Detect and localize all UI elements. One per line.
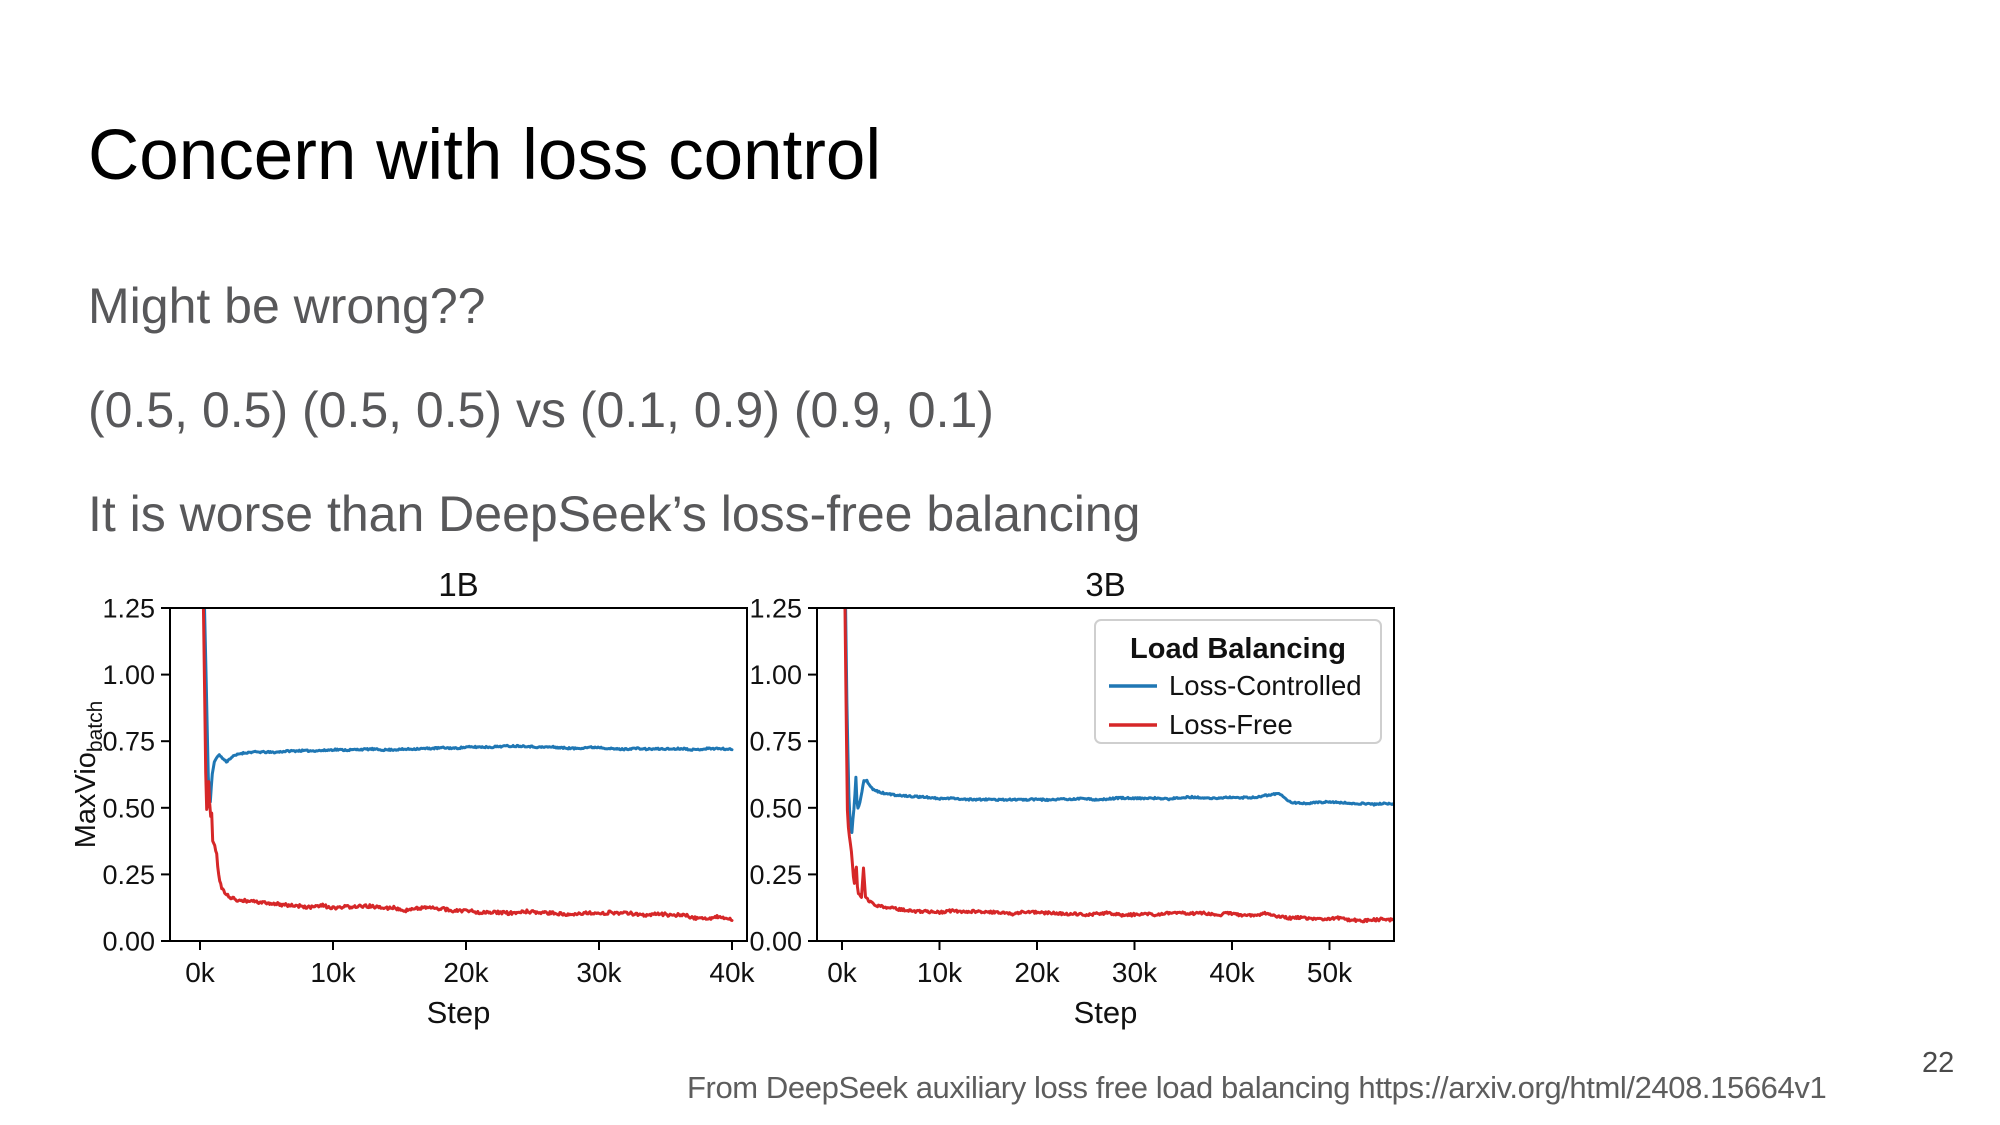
legend-box	[1094, 619, 1382, 744]
x-axis-label: Step	[1074, 995, 1138, 1030]
x-tick-label: 50k	[1307, 957, 1353, 988]
source-caption: From DeepSeek auxiliary loss free load b…	[687, 1070, 1827, 1105]
y-tick-label: 1.00	[102, 660, 155, 690]
y-tick-label: 0.50	[102, 793, 155, 823]
legend: Load Balancing Loss-Controlled Loss-Free	[1094, 619, 1382, 744]
x-tick-label: 40k	[1209, 957, 1255, 988]
y-tick-label: 0.00	[102, 927, 155, 957]
loss-controlled-line	[203, 608, 734, 804]
loss-controlled-line	[844, 608, 1394, 834]
chart-3b: 0.00 0.25 0.50 0.75 1.00 1.25 0k 10k 20k 30k 40k 50…	[749, 566, 1395, 1030]
body-line-2: (0.5, 0.5) (0.5, 0.5) vs (0.1, 0.9) (0.9…	[88, 382, 994, 438]
y-tick-label: 0.00	[749, 927, 802, 957]
x-tick-label: 30k	[576, 957, 622, 988]
page-title: Concern with loss control	[88, 116, 882, 195]
x-tick-label: 10k	[917, 957, 963, 988]
x-tick-label: 0k	[185, 957, 216, 988]
body-line-1: Might be wrong??	[88, 278, 486, 334]
x-tick-label: 40k	[709, 957, 755, 988]
page-number: 22	[1922, 1047, 1955, 1079]
y-tick-label: 1.25	[749, 594, 802, 624]
x-tick-label: 10k	[310, 957, 356, 988]
legend-label-loss-controlled: Loss-Controlled	[1169, 670, 1362, 701]
loss-free-line	[201, 608, 734, 922]
y-tick-label: 0.75	[102, 727, 155, 757]
y-tick-label: 0.25	[749, 860, 802, 890]
y-tick-label: 1.00	[749, 660, 802, 690]
x-axis-label: Step	[427, 995, 491, 1030]
loss-free-line	[843, 608, 1394, 924]
x-tick-label: 20k	[443, 957, 489, 988]
plot-border	[169, 607, 748, 942]
legend-title: Load Balancing	[1130, 633, 1346, 665]
chart-1b: 0.00 0.25 0.50 0.75 1.00 1.25 0k 10k 20k 30k 40k 1B…	[70, 566, 756, 1030]
legend-label-loss-free: Loss-Free	[1169, 709, 1293, 740]
chart-title: 3B	[1085, 566, 1125, 603]
y-tick-label: 0.25	[102, 860, 155, 890]
y-tick-label: 1.25	[102, 594, 155, 624]
x-tick-label: 0k	[827, 957, 858, 988]
y-axis-label: MaxViobatch	[70, 701, 107, 849]
plot-border	[816, 607, 1395, 942]
x-tick-label: 30k	[1112, 957, 1158, 988]
y-tick-label: 0.75	[749, 727, 802, 757]
body-line-3: It is worse than DeepSeek’s loss-free ba…	[88, 486, 1141, 542]
chart-title: 1B	[438, 566, 478, 603]
x-tick-label: 20k	[1014, 957, 1060, 988]
y-tick-label: 0.50	[749, 793, 802, 823]
